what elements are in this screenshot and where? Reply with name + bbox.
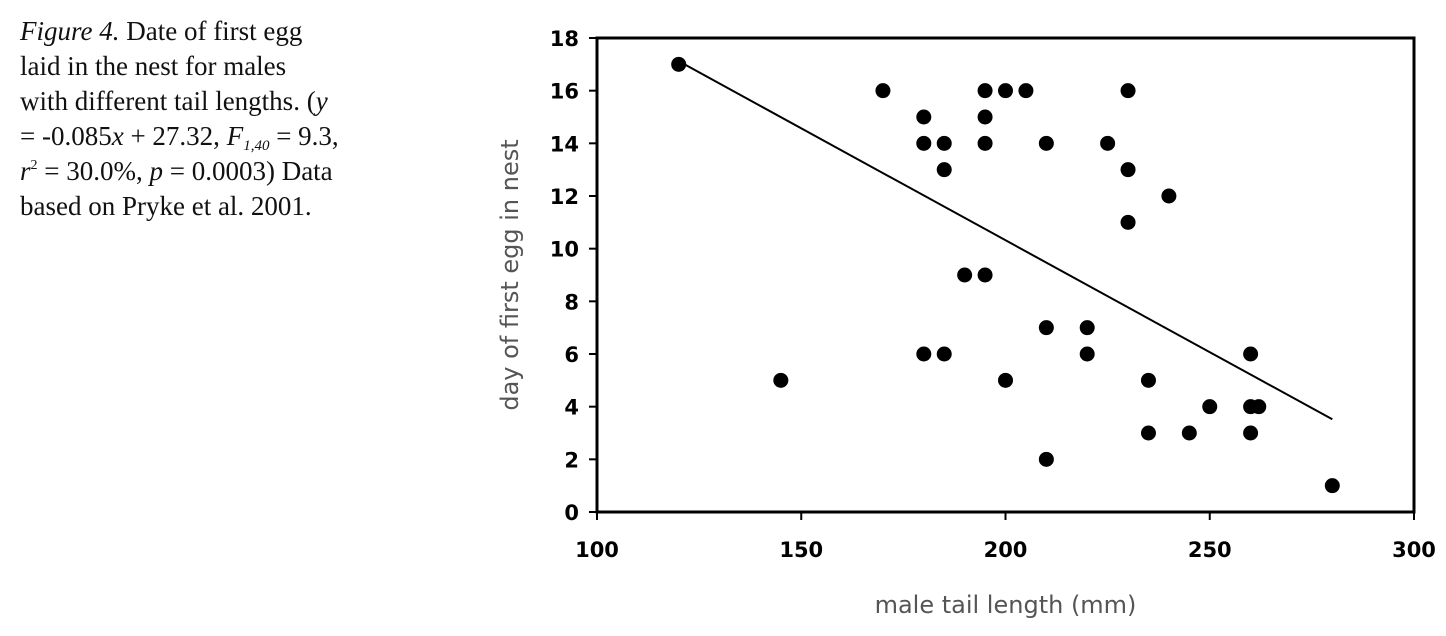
caption-text: = 0.0003) Data xyxy=(162,156,333,186)
caption-text: x xyxy=(111,121,124,151)
caption-text: y xyxy=(315,86,328,116)
data-point xyxy=(1120,214,1136,230)
data-point xyxy=(773,372,789,388)
data-point xyxy=(936,162,952,178)
data-point xyxy=(977,135,993,151)
caption-line: Figure 4. Date of first egg xyxy=(20,14,420,49)
data-point xyxy=(1140,372,1156,388)
caption-text: Figure 4. xyxy=(20,16,120,46)
figure-caption: Figure 4. Date of first egg laid in the n… xyxy=(20,14,420,224)
data-point xyxy=(1018,83,1034,99)
data-point xyxy=(1181,425,1197,441)
y-tick-label: 2 xyxy=(564,448,579,472)
caption-text: F xyxy=(226,121,244,151)
caption-text: = 9.3, xyxy=(269,121,339,151)
x-axis-ticks: 100 150 200 250 300 xyxy=(575,512,1436,562)
data-point xyxy=(1079,320,1095,336)
data-point xyxy=(916,109,932,125)
data-point xyxy=(916,135,932,151)
data-point xyxy=(671,56,687,72)
data-point xyxy=(1243,346,1259,362)
x-tick-label: 250 xyxy=(1188,538,1232,562)
x-tick-label: 200 xyxy=(984,538,1028,562)
data-point xyxy=(977,83,993,99)
data-point xyxy=(916,346,932,362)
caption-text: = -0.085 xyxy=(20,121,112,151)
data-point xyxy=(1161,188,1177,204)
y-tick-label: 18 xyxy=(550,27,579,51)
plot-area-frame xyxy=(595,36,1416,514)
caption-line: r2 = 30.0%, p = 0.0003) Data xyxy=(20,154,420,189)
data-point xyxy=(998,83,1013,99)
y-tick-label: 12 xyxy=(550,185,579,209)
caption-line: = -0.085x + 27.32, F1,40 = 9.3, xyxy=(20,119,420,154)
y-tick-label: 14 xyxy=(550,132,579,156)
y-tick-label: 0 xyxy=(564,501,579,525)
y-tick-label: 6 xyxy=(564,343,579,367)
data-points xyxy=(671,56,1340,494)
data-point xyxy=(1140,425,1156,441)
data-point xyxy=(1243,425,1259,441)
caption-text: r xyxy=(20,156,31,186)
y-axis-ticks: 0 2 4 6 8 10 12 14 16 18 xyxy=(550,27,597,525)
y-tick-label: 16 xyxy=(550,80,579,104)
caption-text: based on Pryke et al. 2001. xyxy=(20,191,312,221)
data-point xyxy=(1120,162,1136,178)
x-tick-label: 150 xyxy=(779,538,823,562)
data-point xyxy=(936,135,952,151)
data-point xyxy=(1038,135,1054,151)
caption-text: 2 xyxy=(30,158,38,173)
caption-text: with different tail lengths. ( xyxy=(20,86,316,116)
data-point xyxy=(1079,346,1095,362)
trend-line xyxy=(678,60,1333,421)
caption-text: + 27.32, xyxy=(123,121,227,151)
data-point xyxy=(977,109,993,125)
caption-line: based on Pryke et al. 2001. xyxy=(20,189,420,224)
x-tick-label: 300 xyxy=(1392,538,1436,562)
data-point xyxy=(875,83,891,99)
y-tick-label: 4 xyxy=(564,396,579,420)
data-point xyxy=(1251,399,1267,415)
y-axis-title: day of first egg in nest xyxy=(496,139,524,410)
y-tick-label: 10 xyxy=(550,238,579,262)
x-tick-label: 100 xyxy=(575,538,619,562)
data-point xyxy=(1324,478,1340,494)
caption-text: = 30.0%, xyxy=(37,156,150,186)
data-point xyxy=(1038,451,1054,467)
caption-text: Date of first egg xyxy=(119,16,303,46)
data-point xyxy=(1120,83,1136,99)
x-axis-title: male tail length (mm) xyxy=(875,591,1137,619)
caption-text: p xyxy=(149,156,163,186)
caption-line: with different tail lengths. (y xyxy=(20,84,420,119)
data-point xyxy=(977,267,993,283)
data-point xyxy=(998,372,1013,388)
data-point xyxy=(1038,320,1054,336)
caption-line: laid in the nest for males xyxy=(20,49,420,84)
data-point xyxy=(936,346,952,362)
caption-text: 1,40 xyxy=(243,138,270,154)
data-point xyxy=(1100,135,1116,151)
data-point xyxy=(1202,399,1218,415)
data-point xyxy=(957,267,973,283)
caption-text: laid in the nest for males xyxy=(20,51,287,81)
y-tick-label: 8 xyxy=(564,290,579,314)
